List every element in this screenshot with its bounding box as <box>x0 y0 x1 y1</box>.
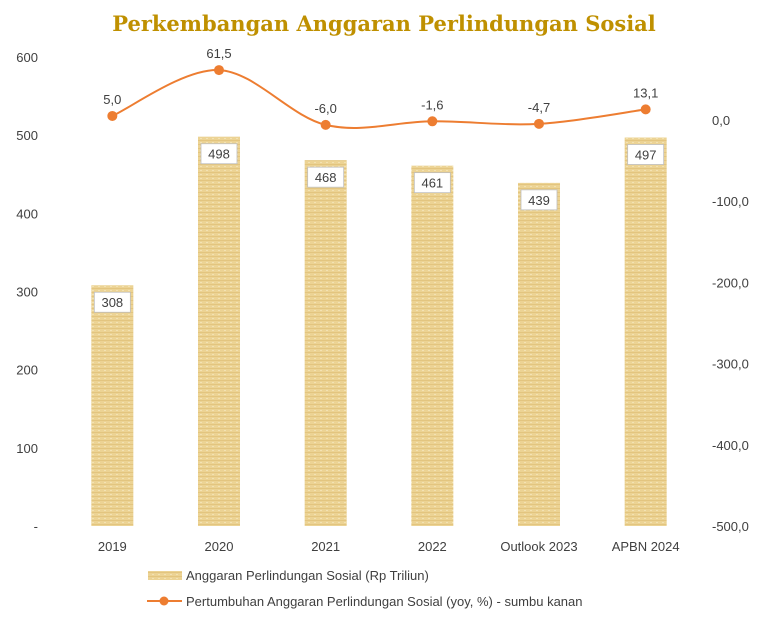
bar-data-label: 439 <box>528 193 550 208</box>
bar-data-label: 461 <box>421 176 443 191</box>
bar-data-label: 308 <box>101 295 123 310</box>
line-path <box>111 69 646 129</box>
legend-line-label: Pertumbuhan Anggaran Perlindungan Sosial… <box>186 594 583 609</box>
line-data-label: 61,5 <box>206 46 231 61</box>
legend-bar-swatch <box>148 571 182 580</box>
line-data-label: -6,0 <box>314 101 336 116</box>
x-tick-label: 2019 <box>98 539 127 554</box>
left-axis: - 100 200 300 400 500 600 <box>16 50 38 534</box>
bar <box>91 285 134 526</box>
legend-line-marker <box>159 596 169 606</box>
bar-data-label: 468 <box>315 170 337 185</box>
line-point <box>320 119 331 130</box>
line-data-label: -4,7 <box>528 100 550 115</box>
line-data-label: 5,0 <box>103 92 121 107</box>
bar-label-box <box>627 144 665 165</box>
bar-data-label: 497 <box>635 148 657 163</box>
line-point <box>640 104 651 115</box>
bar <box>411 165 454 526</box>
line-data-label: 13,1 <box>633 85 658 100</box>
left-tick-label: 400 <box>16 206 38 221</box>
right-tick-label: -100,0 <box>712 194 749 209</box>
left-tick-label: 500 <box>16 128 38 143</box>
line-data-label: -1,6 <box>421 97 443 112</box>
bar-data-label: 498 <box>208 147 230 162</box>
bar <box>304 160 347 526</box>
line-point <box>214 65 224 76</box>
line-series: 5,0 61,5 -6,0 -1,6 -4,7 13,1 <box>103 46 658 130</box>
bar-label-box <box>520 189 558 211</box>
x-tick-label: 2020 <box>205 539 234 554</box>
right-tick-label: -500,0 <box>712 519 749 534</box>
x-tick-label: Outlook 2023 <box>500 539 577 554</box>
bar-label-box <box>200 143 238 165</box>
line-point <box>107 110 118 121</box>
bar <box>624 137 667 527</box>
bar-label-box <box>93 291 131 313</box>
x-axis: 2019 2020 2021 2022 Outlook 2023 APBN 2024 <box>98 539 680 554</box>
bar <box>518 182 560 526</box>
bar-series: 308 498 468 461 439 497 <box>91 136 667 527</box>
legend-bar-label: Anggaran Perlindungan Sosial (Rp Triliun… <box>186 568 429 583</box>
legend: Anggaran Perlindungan Sosial (Rp Triliun… <box>147 568 583 609</box>
right-tick-label: -300,0 <box>712 357 749 372</box>
left-tick-label: 200 <box>16 363 38 378</box>
left-tick-label: 100 <box>16 441 38 456</box>
bar-label-box <box>307 166 345 188</box>
left-tick-label: - <box>34 519 38 534</box>
line-point <box>427 116 438 127</box>
right-tick-label: -400,0 <box>712 438 749 453</box>
left-tick-label: 300 <box>16 285 38 300</box>
left-tick-label: 600 <box>16 50 38 65</box>
x-tick-label: 2021 <box>311 539 340 554</box>
right-axis: -500,0 -400,0 -300,0 -200,0 -100,0 0,0 <box>712 113 749 534</box>
line-point <box>534 118 544 129</box>
x-tick-label: APBN 2024 <box>612 539 680 554</box>
x-tick-label: 2022 <box>418 539 447 554</box>
right-tick-label: 0,0 <box>712 113 730 128</box>
bar-label-box <box>413 172 451 194</box>
bar <box>198 136 240 527</box>
chart-title: Perkembangan Anggaran Perlindungan Sosia… <box>112 11 656 36</box>
right-tick-label: -200,0 <box>712 275 749 290</box>
